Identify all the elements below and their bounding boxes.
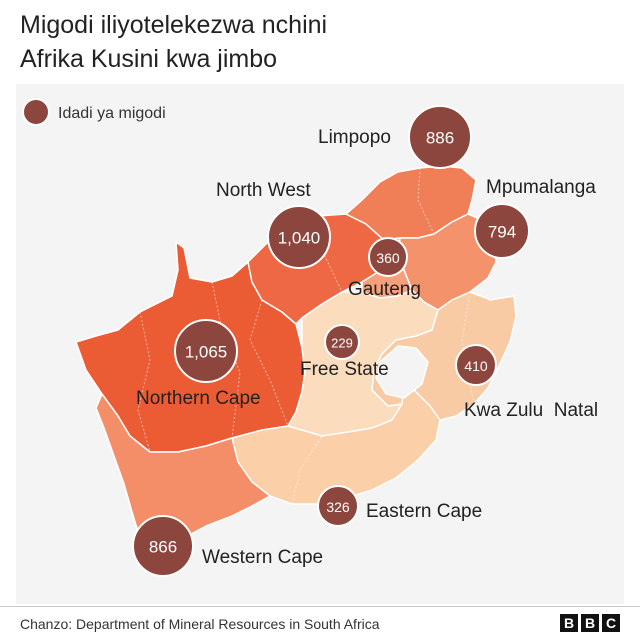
lesotho-gap <box>375 345 429 399</box>
bubble-gauteng: 360 <box>368 237 408 277</box>
bubble-eastern-cape-count: 326 <box>326 499 350 515</box>
bubble-eastern-cape: 326 <box>317 485 359 527</box>
bubble-northern-cape: 1,065 <box>174 319 238 383</box>
bubble-kwazulu-natal-circle <box>455 344 497 386</box>
bubble-free-state: 229 <box>324 324 360 360</box>
district-border-6 <box>291 435 323 505</box>
district-border-1 <box>137 311 151 453</box>
bbc-logo-letter-2: B <box>581 614 599 632</box>
bubble-north-west-count: 1,040 <box>278 229 321 248</box>
bubble-limpopo-count: 886 <box>426 129 454 148</box>
label-north-west: North West <box>216 180 311 201</box>
bubble-gauteng-count: 360 <box>376 250 400 266</box>
province-western-cape <box>95 393 271 549</box>
title-line-1: Migodi iliyotelekezwa nchini <box>20 11 328 39</box>
map-panel: Idadi ya migodi 886 1,040 794 360 1,065 … <box>16 84 624 604</box>
bubble-north-west: 1,040 <box>267 205 331 269</box>
district-border-3 <box>249 299 289 427</box>
bubble-limpopo: 886 <box>408 105 472 169</box>
bubble-mpumalanga-count: 794 <box>488 223 516 242</box>
south-africa-map: Idadi ya migodi 886 1,040 794 360 1,065 … <box>22 98 598 577</box>
district-border-4 <box>317 215 343 293</box>
bubble-mpumalanga: 794 <box>474 203 530 259</box>
footer: Chanzo: Department of Mineral Resources … <box>0 606 640 641</box>
title-line-2: Afrika Kusini kwa jimbo <box>20 45 278 73</box>
district-border-2 <box>211 281 241 439</box>
chart-title: Migodi iliyotelekezwa nchini Afrika Kusi… <box>20 8 620 76</box>
bubble-northern-cape-circle <box>174 319 238 383</box>
bubble-north-west-circle <box>267 205 331 269</box>
label-free-state: Free State <box>300 359 389 380</box>
bubble-kwazulu-natal: 410 <box>455 344 497 386</box>
bubble-western-cape-circle <box>132 515 194 577</box>
bubble-western-cape-count: 866 <box>149 538 177 557</box>
bubble-kwazulu-natal-count: 410 <box>464 358 488 374</box>
label-limpopo: Limpopo <box>318 127 391 148</box>
source-note: Chanzo: Department of Mineral Resources … <box>20 616 380 632</box>
bubble-mpumalanga-circle <box>474 203 530 259</box>
bubble-free-state-circle <box>324 324 360 360</box>
bubble-northern-cape-count: 1,065 <box>185 343 228 362</box>
label-northern-cape: Northern Cape <box>136 388 261 409</box>
bbc-logo-letter-3: C <box>602 614 620 632</box>
bubble-gauteng-circle <box>368 237 408 277</box>
bbc-logo-letter-1: B <box>560 614 578 632</box>
label-eastern-cape: Eastern Cape <box>366 501 482 522</box>
legend: Idadi ya migodi <box>22 98 166 126</box>
legend-marker <box>22 98 50 126</box>
bubble-western-cape: 866 <box>132 515 194 577</box>
bubble-limpopo-circle <box>408 105 472 169</box>
bubble-free-state-count: 229 <box>331 336 353 351</box>
bbc-logo: B B C <box>560 614 620 632</box>
bubble-eastern-cape-circle <box>317 485 359 527</box>
district-border-5 <box>417 167 435 235</box>
province-eastern-cape <box>231 377 441 505</box>
label-mpumalanga: Mpumalanga <box>486 177 596 198</box>
label-western-cape: Western Cape <box>202 547 323 568</box>
legend-label: Idadi ya migodi <box>58 105 166 122</box>
label-gauteng: Gauteng <box>348 279 421 300</box>
label-kwazulu-natal: Kwa Zulu Natal <box>464 400 598 421</box>
